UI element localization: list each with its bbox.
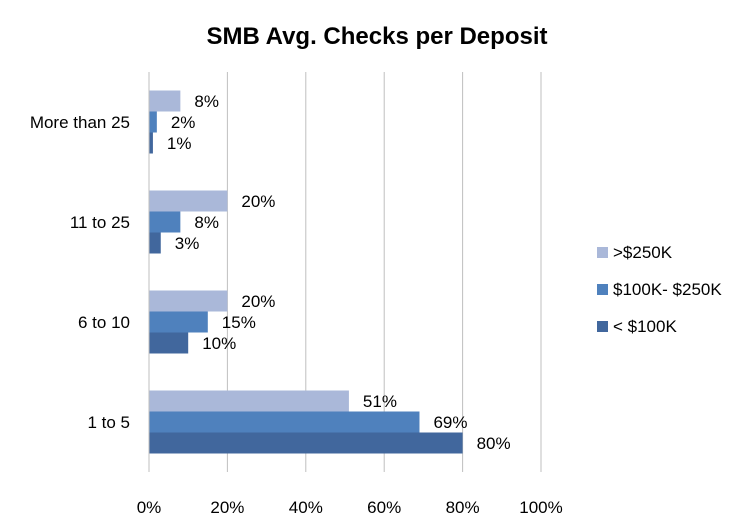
legend-swatch	[597, 247, 608, 258]
data-label: 15%	[222, 313, 256, 332]
bars	[149, 90, 463, 454]
chart-title: SMB Avg. Checks per Deposit	[207, 23, 548, 50]
bar	[149, 411, 420, 433]
data-label: 80%	[477, 434, 511, 453]
bar	[149, 190, 228, 212]
category-label: 6 to 10	[78, 313, 130, 332]
data-label: 8%	[194, 213, 219, 232]
bar	[149, 332, 189, 354]
data-label: 20%	[241, 192, 275, 211]
data-label: 1%	[167, 134, 192, 153]
bar	[149, 211, 181, 233]
x-tick-label: 20%	[210, 498, 244, 517]
bar	[149, 432, 463, 454]
legend-swatch	[597, 284, 608, 295]
bar	[149, 311, 208, 333]
legend-label: $100K- $250K	[613, 280, 722, 299]
bar	[149, 290, 228, 312]
x-tick-label: 60%	[367, 498, 401, 517]
category-label: More than 25	[30, 113, 130, 132]
data-label: 51%	[363, 392, 397, 411]
legend-label: < $100K	[613, 317, 677, 336]
data-label: 69%	[433, 413, 467, 432]
x-tick-label: 40%	[289, 498, 323, 517]
x-tick-label: 0%	[137, 498, 162, 517]
data-label: 2%	[171, 113, 196, 132]
bar	[149, 90, 181, 112]
data-label: 10%	[202, 334, 236, 353]
legend-label: >$250K	[613, 243, 673, 262]
category-axis: 1 to 5 6 to 10 11 to 25 More than 25	[30, 72, 150, 472]
bar	[149, 111, 157, 133]
x-tick-label: 80%	[446, 498, 480, 517]
data-labels: 51% 69% 80% 20% 15% 10% 20% 8% 3% 8% 2% 1%	[167, 92, 511, 453]
data-label: 20%	[241, 292, 275, 311]
value-axis: 0% 20% 40% 60% 80% 100%	[137, 498, 563, 517]
bar	[149, 232, 161, 254]
data-label: 8%	[194, 92, 219, 111]
category-label: 1 to 5	[87, 413, 130, 432]
bar	[149, 390, 349, 412]
data-label: 3%	[175, 234, 200, 253]
category-label: 11 to 25	[70, 213, 130, 232]
legend-swatch	[597, 321, 608, 332]
legend: >$250K $100K- $250K < $100K	[597, 243, 722, 336]
x-tick-label: 100%	[519, 498, 562, 517]
bar	[149, 132, 153, 154]
